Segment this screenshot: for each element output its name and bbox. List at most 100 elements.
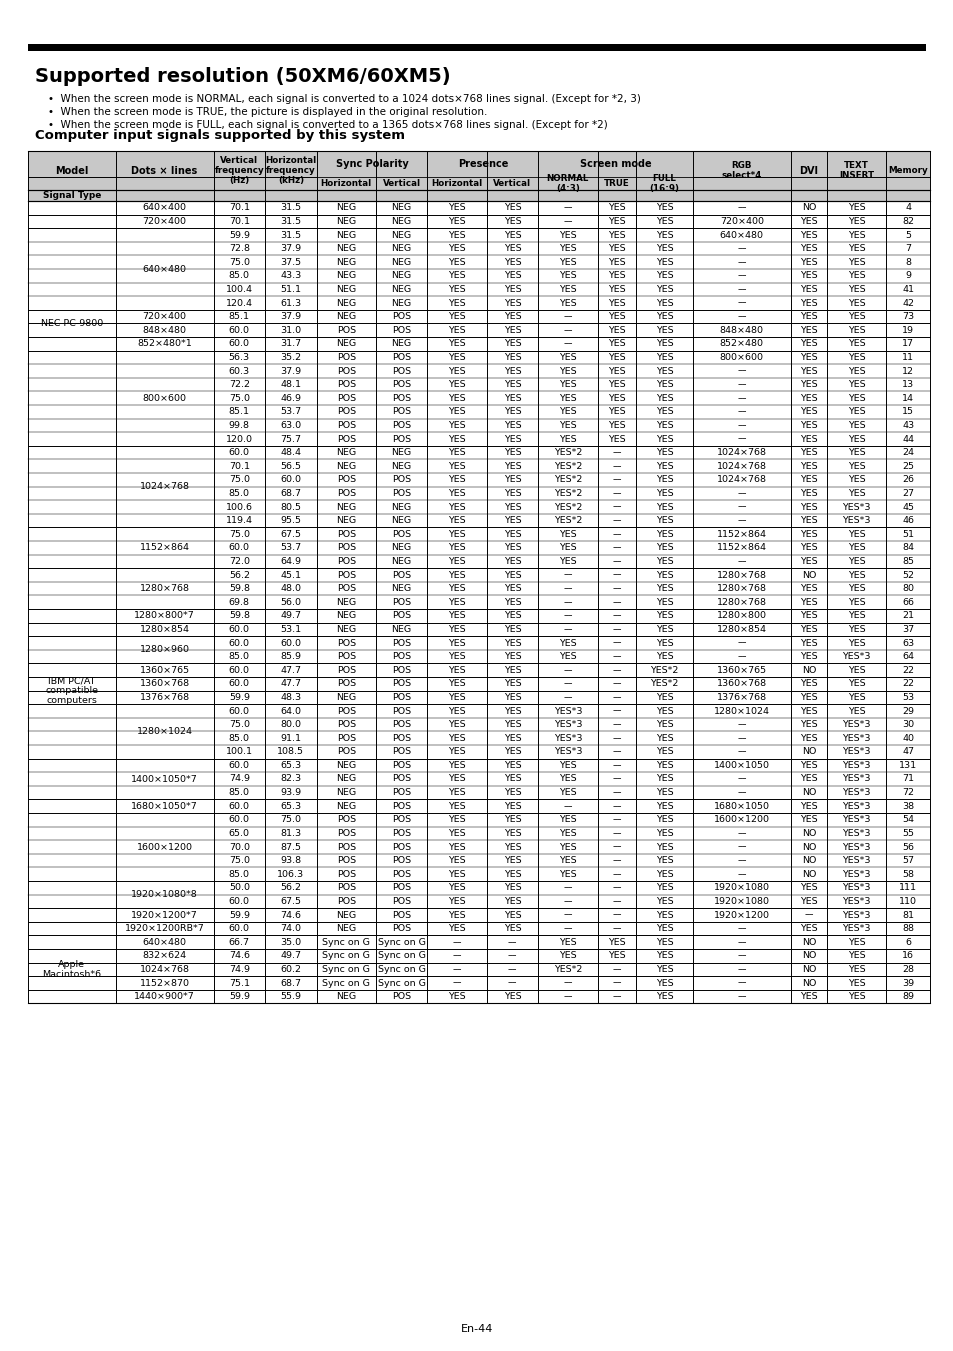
Text: YES: YES (800, 231, 817, 239)
Text: YES: YES (503, 611, 520, 620)
Text: 58: 58 (902, 870, 913, 878)
Text: 1024×768: 1024×768 (716, 476, 766, 484)
Text: YES: YES (448, 801, 465, 811)
Text: YES: YES (800, 366, 817, 376)
Text: En-44: En-44 (460, 1324, 493, 1333)
Text: POS: POS (392, 380, 411, 389)
Text: YES: YES (448, 299, 465, 308)
Text: 75.0: 75.0 (229, 258, 250, 266)
Text: 35.2: 35.2 (280, 353, 301, 362)
Text: YES: YES (847, 476, 864, 484)
Text: YES: YES (503, 516, 520, 526)
Text: YES: YES (503, 272, 520, 280)
Text: 75.0: 75.0 (229, 530, 250, 539)
Text: NORMAL
(4:3): NORMAL (4:3) (546, 174, 589, 193)
Text: POS: POS (336, 830, 355, 838)
Text: YES*2: YES*2 (553, 965, 581, 974)
Text: 1376×768: 1376×768 (139, 693, 190, 703)
Text: YES: YES (607, 435, 625, 443)
Text: YES: YES (800, 774, 817, 784)
Text: YES*3: YES*3 (841, 503, 870, 512)
Text: YES: YES (448, 245, 465, 253)
Text: YES: YES (448, 312, 465, 322)
Text: ––: –– (562, 339, 572, 349)
Text: 71: 71 (902, 774, 913, 784)
Text: ––: –– (612, 666, 621, 674)
Text: NEG: NEG (335, 774, 356, 784)
Text: YES: YES (558, 299, 577, 308)
Text: YES: YES (800, 584, 817, 593)
Text: YES: YES (655, 734, 673, 743)
Text: YES: YES (800, 530, 817, 539)
Text: 93.9: 93.9 (280, 788, 301, 797)
Text: RGB
select*4: RGB select*4 (721, 161, 761, 180)
Text: YES*3: YES*3 (841, 761, 870, 770)
Text: YES: YES (448, 857, 465, 865)
Text: YES: YES (655, 407, 673, 416)
Text: YES: YES (847, 462, 864, 470)
Text: 60.0: 60.0 (280, 476, 301, 484)
Text: 1152×870: 1152×870 (139, 978, 190, 988)
Text: YES: YES (448, 326, 465, 335)
Text: YES: YES (655, 951, 673, 961)
Text: YES: YES (655, 911, 673, 920)
Text: YES: YES (847, 326, 864, 335)
Text: POS: POS (336, 884, 355, 892)
Text: ––: –– (612, 462, 621, 470)
Text: 60.0: 60.0 (229, 639, 250, 647)
Text: YES: YES (847, 680, 864, 688)
Text: TRUE: TRUE (603, 178, 629, 188)
Text: ––: –– (737, 965, 746, 974)
Text: YES: YES (503, 462, 520, 470)
Text: 80.5: 80.5 (280, 503, 301, 512)
Text: 49.7: 49.7 (280, 611, 301, 620)
Text: YES: YES (503, 924, 520, 934)
Text: YES*3: YES*3 (841, 830, 870, 838)
Text: YES*3: YES*3 (841, 747, 870, 757)
Text: 60.0: 60.0 (229, 626, 250, 634)
Text: 93.8: 93.8 (280, 857, 301, 865)
Text: YES: YES (503, 584, 520, 593)
Text: YES: YES (503, 312, 520, 322)
Text: POS: POS (392, 830, 411, 838)
Text: YES: YES (503, 747, 520, 757)
Text: ––: –– (612, 476, 621, 484)
Text: 46.9: 46.9 (280, 393, 301, 403)
Text: YES: YES (655, 299, 673, 308)
Text: YES: YES (655, 788, 673, 797)
Text: YES: YES (607, 353, 625, 362)
Text: YES: YES (558, 815, 577, 824)
Text: ––: –– (612, 516, 621, 526)
Text: POS: POS (336, 653, 355, 661)
Text: ––: –– (737, 843, 746, 851)
Text: YES: YES (655, 231, 673, 239)
Text: YES: YES (800, 462, 817, 470)
Text: NO: NO (801, 965, 815, 974)
Text: NEG: NEG (392, 557, 412, 566)
Text: YES: YES (503, 707, 520, 716)
Text: YES: YES (503, 992, 520, 1001)
Text: NEG: NEG (335, 258, 356, 266)
Text: NO: NO (801, 666, 815, 674)
Text: POS: POS (392, 693, 411, 703)
Text: YES: YES (655, 693, 673, 703)
Text: NEG: NEG (335, 911, 356, 920)
Text: YES: YES (800, 707, 817, 716)
Text: ––: –– (737, 951, 746, 961)
Text: ––: –– (612, 761, 621, 770)
Text: YES: YES (800, 435, 817, 443)
Text: 85.0: 85.0 (229, 272, 250, 280)
Text: YES: YES (448, 666, 465, 674)
Text: NEG: NEG (335, 597, 356, 607)
Text: 48.4: 48.4 (280, 449, 301, 457)
Text: POS: POS (392, 843, 411, 851)
Text: TEXT
INSERT: TEXT INSERT (838, 161, 873, 180)
Text: YES: YES (847, 530, 864, 539)
Text: ––: –– (612, 992, 621, 1001)
Text: POS: POS (392, 366, 411, 376)
Text: POS: POS (336, 897, 355, 907)
Text: YES: YES (503, 897, 520, 907)
Text: 59.9: 59.9 (229, 911, 250, 920)
Text: YES: YES (448, 393, 465, 403)
Text: YES: YES (655, 380, 673, 389)
